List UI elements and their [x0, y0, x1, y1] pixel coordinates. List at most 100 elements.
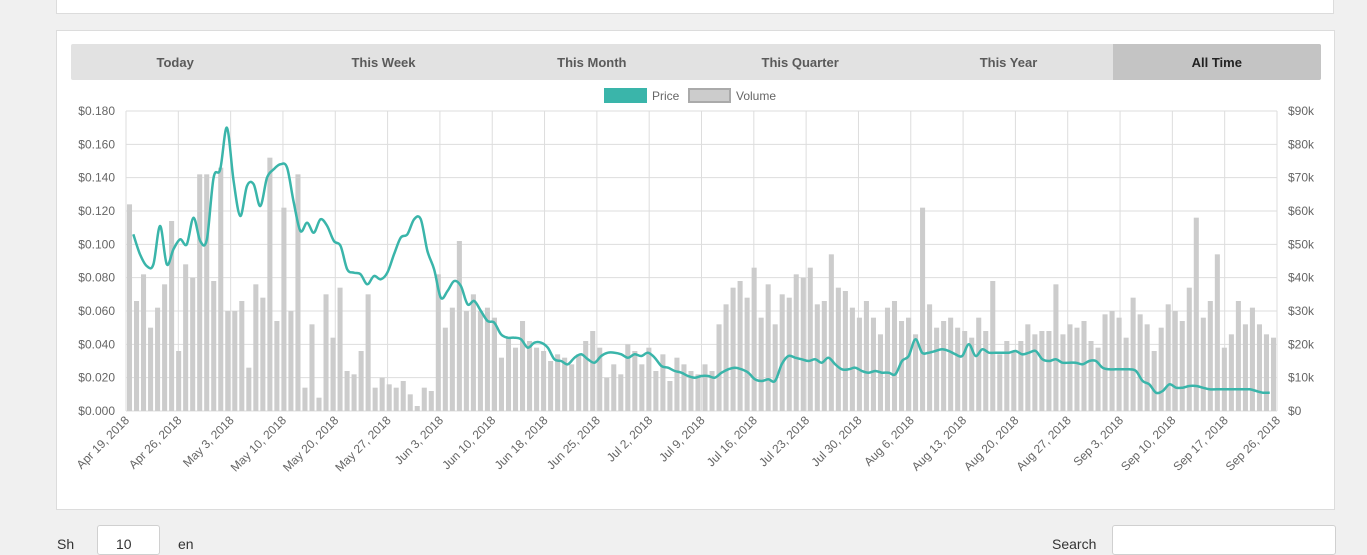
y-left-tick-label: $0.020	[78, 371, 115, 385]
tab-this-quarter[interactable]: This Quarter	[761, 54, 839, 70]
volume-bar	[162, 284, 168, 411]
tab-today[interactable]: Today	[156, 54, 194, 70]
volume-bar	[983, 331, 989, 411]
volume-bar	[1249, 307, 1255, 411]
x-tick-label: Sep 17, 2018	[1170, 413, 1231, 474]
volume-bar	[1109, 311, 1115, 411]
y-left-tick-label: $0.080	[78, 271, 115, 285]
x-tick-label: Apr 26, 2018	[126, 413, 185, 472]
y-left-tick-label: $0.100	[78, 237, 115, 251]
price-line	[132, 126, 1270, 395]
volume-bar	[1151, 351, 1157, 411]
volume-bar	[1263, 334, 1269, 411]
volume-bar	[267, 157, 273, 411]
volume-bar	[1130, 297, 1136, 411]
volume-bar	[239, 301, 245, 411]
volume-bar	[1046, 331, 1052, 411]
volume-bar	[141, 274, 147, 411]
volume-bar	[400, 381, 406, 411]
volume-bar	[1074, 327, 1080, 411]
volume-bar	[246, 367, 252, 411]
volume-bar	[253, 284, 259, 411]
y-right-tick-label: $50k	[1288, 237, 1315, 251]
volume-bar	[884, 307, 891, 411]
volume-bar	[548, 361, 554, 411]
x-tick-label: Jul 23, 2018	[756, 413, 812, 469]
volume-bar	[358, 351, 364, 411]
y-left-tick-label: $0.160	[78, 137, 115, 151]
volume-bar	[898, 321, 905, 411]
volume-bar	[667, 381, 673, 411]
volume-bar	[590, 331, 596, 411]
price-volume-chart: $0.000 $0.020 $0.040 $0.060 $0.080 $0.100 $0.1…	[74, 88, 1315, 475]
volume-bar	[477, 311, 483, 411]
search-input[interactable]	[1112, 525, 1336, 555]
volume-bar	[1011, 351, 1017, 411]
volume-bar	[463, 311, 469, 411]
volume-bar	[169, 221, 175, 411]
volume-bar	[955, 327, 961, 411]
volume-bar	[962, 331, 968, 411]
volume-bar	[990, 281, 996, 411]
volume-bar	[772, 324, 778, 411]
tab-this-year[interactable]: This Year	[979, 54, 1038, 70]
volume-bar	[821, 301, 827, 411]
volume-bar	[225, 311, 231, 411]
x-tick-label: Aug 6, 2018	[861, 413, 917, 469]
tab-all-time[interactable]: All Time	[1112, 44, 1321, 80]
volume-bar	[913, 334, 919, 411]
y-right-tick-label: $0	[1288, 404, 1302, 418]
volume-bar	[520, 321, 526, 411]
tab-this-week[interactable]: This Week	[351, 54, 416, 70]
volume-bar	[1235, 301, 1241, 411]
volume-bar	[274, 321, 280, 411]
volume-bar	[527, 341, 533, 411]
y-right-tick-label: $30k	[1288, 304, 1315, 318]
x-tick-label: May 27, 2018	[332, 413, 394, 475]
volume-bar	[337, 287, 343, 411]
volume-bar	[1270, 337, 1277, 411]
volume-bar	[758, 317, 764, 411]
volume-bar	[435, 274, 441, 411]
volume-bar	[407, 394, 413, 411]
volume-bar	[232, 311, 238, 411]
volume-bar	[562, 357, 568, 411]
volume-bar	[604, 377, 610, 411]
time-range-tabs: Today This Week This Month This Quarter …	[71, 44, 1321, 80]
volume-bar	[835, 287, 841, 411]
x-tick-label: Jun 18, 2018	[492, 413, 551, 472]
volume-bar	[386, 384, 392, 411]
volume-bar	[351, 374, 357, 411]
volume-bar	[442, 327, 448, 411]
volume-bar	[204, 174, 210, 411]
tab-this-month[interactable]: This Month	[557, 54, 627, 70]
x-tick-label: Jun 25, 2018	[544, 413, 603, 472]
volume-bar	[870, 317, 876, 411]
volume-bar	[800, 277, 806, 411]
volume-bar	[421, 387, 427, 411]
volume-bar	[491, 317, 497, 411]
y-right-tick-label: $40k	[1288, 271, 1315, 285]
x-tick-label: Aug 20, 2018	[961, 413, 1022, 474]
volume-bar	[976, 317, 982, 411]
volume-bar	[505, 337, 512, 411]
entries-select[interactable]: 10	[97, 525, 160, 555]
volume-bar	[646, 347, 652, 411]
y-right-tick-label: $10k	[1288, 371, 1315, 385]
x-tick-label: Sep 10, 2018	[1118, 413, 1179, 474]
volume-bar	[302, 387, 308, 411]
x-tick-label: Aug 13, 2018	[909, 413, 970, 474]
y-right-tick-label: $80k	[1288, 137, 1315, 151]
volume-bar	[625, 344, 631, 411]
table-controls: Sh 10 en Search	[0, 524, 1367, 555]
volume-bar	[148, 327, 154, 411]
volume-bar	[372, 387, 378, 411]
previous-card	[56, 0, 1334, 14]
volume-bar	[541, 351, 547, 411]
legend-volume-label: Volume	[736, 89, 776, 103]
volume-bar	[920, 207, 926, 411]
volume-bar	[1144, 324, 1150, 411]
volume-bar	[1242, 324, 1248, 411]
volume-bar	[414, 406, 420, 411]
volume-bar	[632, 351, 638, 411]
